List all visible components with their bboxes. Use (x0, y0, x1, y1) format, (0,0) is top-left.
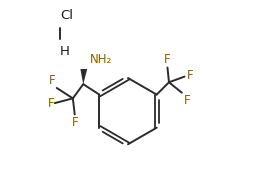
Text: F: F (72, 116, 78, 129)
Polygon shape (80, 69, 87, 84)
Text: H: H (60, 45, 70, 58)
Text: NH₂: NH₂ (90, 53, 112, 66)
Text: F: F (164, 53, 171, 66)
Text: F: F (47, 97, 54, 110)
Text: F: F (49, 74, 56, 87)
Text: F: F (184, 94, 190, 107)
Text: F: F (187, 69, 193, 82)
Text: Cl: Cl (60, 9, 73, 22)
